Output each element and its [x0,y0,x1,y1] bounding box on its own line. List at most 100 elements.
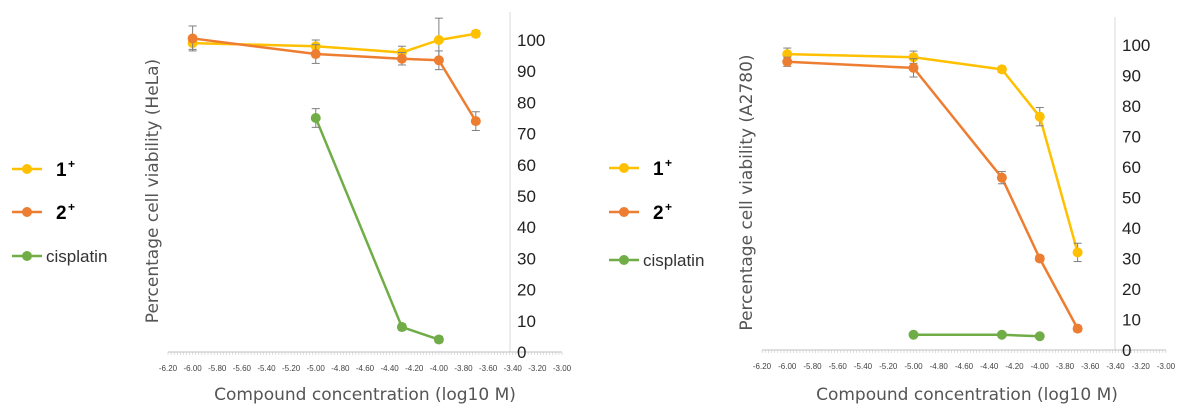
x-tick-label: -4.60 [356,364,375,373]
data-point [470,28,481,39]
x-tick-label: -4.00 [430,364,449,373]
data-point [908,52,919,63]
legend-item-cisplatin: cisplatin [12,247,107,266]
x-tick-label: -6.20 [753,362,772,371]
y-tick-label: 70 [517,125,536,144]
data-point [310,113,321,123]
legend-label: 1 [653,159,664,180]
x-tick-label: -3.40 [504,364,523,373]
y-tick-label: 30 [517,249,536,268]
data-point [310,49,321,60]
series-line [787,60,1079,330]
x-tick-label: -5.40 [854,362,873,371]
data-point [433,35,444,45]
y-tick-label: 20 [1122,280,1141,299]
x-tick-label: -4.20 [1005,362,1024,371]
y-tick-label: 60 [1122,158,1141,177]
legend-item-cisplatin: cisplatin [609,251,704,270]
x-tick-label: -3.00 [553,364,572,373]
series-2 [782,56,1083,334]
x-tick-label: -6.00 [184,364,203,373]
legend-swatch-marker [22,164,32,174]
y-tick-label: 100 [1122,36,1150,55]
legend-item-1: 1 + [12,157,75,181]
data-point [996,64,1007,75]
legend-label-superscript: + [68,157,75,171]
x-tick-label: -5.40 [257,364,276,373]
x-tick-label: -3.60 [479,364,498,373]
chart-2: 0 10 20 30 40 50 60 70 80 90 100 -6.20 -6.00 -5.80 -5.… [609,17,1176,405]
legend-swatch-marker [22,207,32,217]
data-point [396,322,407,333]
y-tick-label: 70 [1122,128,1141,147]
y-tick-label: 80 [1122,97,1141,116]
series-cisplatin [310,108,444,345]
legend-label-superscript: + [665,200,672,214]
y-tick-label: 40 [517,218,536,237]
y-tick-label: 40 [1122,219,1141,238]
y-tick-label: 0 [517,343,526,362]
legend-item-2: 2 + [609,200,672,224]
series-1 [782,47,1083,263]
y-tick-label: 30 [1122,250,1141,269]
x-axis-title: Compound concentration (log10 M) [214,385,516,405]
x-tick-label: -4.80 [331,364,350,373]
data-point [1034,253,1045,264]
legend-item-2: 2 + [12,200,75,224]
data-point [1072,247,1083,258]
data-point [996,329,1007,340]
x-tick-label: -3.20 [1132,362,1151,371]
x-tick-label: -3.00 [1157,362,1176,371]
x-tick-label: -3.80 [454,364,473,373]
x-tick-label: -5.80 [208,364,227,373]
data-point [396,53,407,64]
x-tick-label: -5.60 [233,364,252,373]
x-tick-label: -4.60 [955,362,974,371]
y-tick-label: 10 [1122,311,1141,330]
x-axis-title: Compound concentration (log10 M) [816,385,1118,405]
y-tick-label: 60 [517,156,536,175]
data-point [782,56,793,67]
data-point [187,33,198,44]
x-tick-label: -3.80 [1056,362,1075,371]
x-tick-label: -6.00 [778,362,797,371]
y-tick-label: 100 [517,31,545,50]
x-tick-label: -5.80 [803,362,822,371]
legend-label: 1 [56,160,67,181]
data-point [1072,323,1083,334]
x-tick-label: -3.40 [1106,362,1125,371]
legend-label-superscript: + [665,156,672,170]
data-point [908,62,919,73]
data-point [908,329,919,340]
x-tick-label: -6.20 [159,364,178,373]
x-tick-label: -5.60 [829,362,848,371]
data-point [782,49,793,60]
y-axis-title: Percentage cell viability (A2780) [737,54,757,330]
x-tick-label: -4.40 [381,364,400,373]
y-tick-label: 50 [1122,189,1141,208]
data-point [470,116,481,127]
x-tick-label: -4.00 [1031,362,1050,371]
y-tick-label: 90 [517,62,536,81]
y-tick-label: 50 [517,187,536,206]
series-2 [187,25,481,131]
x-tick-label: -5.00 [307,364,326,373]
legend-swatch-marker [22,251,32,261]
legend-swatch-marker [619,163,629,173]
y-axis-title: Percentage cell viability (HeLa) [143,59,163,323]
legend-label: 2 [653,203,664,224]
y-tick-label: 20 [517,281,536,300]
series-line [192,37,477,122]
x-tick-label: -4.80 [930,362,949,371]
legend-swatch-marker [619,255,629,265]
legend-label: cisplatin [643,251,704,270]
legend-label: 2 [56,203,67,224]
data-point [1034,111,1045,122]
x-tick-label: -5.00 [904,362,923,371]
x-tick-label: -3.20 [528,364,547,373]
legend-item-1: 1 + [609,156,672,180]
x-tick-label: -5.20 [282,364,301,373]
y-tick-label: 10 [517,312,536,331]
